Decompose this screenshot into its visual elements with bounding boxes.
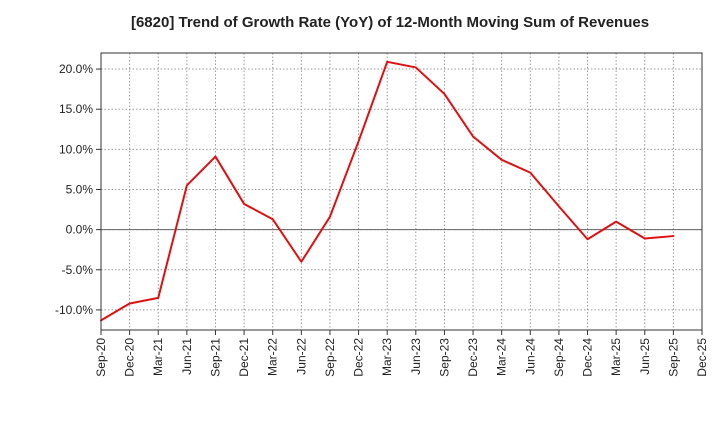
x-tick-label: Dec-22 (352, 338, 366, 377)
y-tick-label: -5.0% (62, 263, 94, 277)
x-tick-label: Jun-22 (294, 338, 308, 375)
x-tick-label: Sep-25 (666, 338, 680, 377)
y-tick-label: -10.0% (55, 303, 93, 317)
chart-title: [6820] Trend of Growth Rate (YoY) of 12-… (130, 14, 650, 31)
x-tick-label: Mar-22 (266, 338, 280, 376)
y-tick-label: 0.0% (66, 223, 94, 237)
x-tick-label: Jun-21 (180, 338, 194, 375)
plot-background (101, 53, 702, 330)
x-tick-label: Jun-24 (523, 338, 537, 375)
x-tick-label: Sep-20 (94, 338, 108, 377)
x-axis: Sep-20 Dec-20 Mar-21 Jun-21 Sep-21 Dec-21 Mar-… (94, 330, 709, 377)
x-tick-label: Jun-23 (409, 338, 423, 375)
series-layer (100, 60, 675, 322)
y-tick-label: 10.0% (59, 142, 93, 156)
y-tick-label: 15.0% (59, 102, 93, 116)
x-tick-label: Sep-22 (323, 338, 337, 377)
x-tick-label: Mar-25 (609, 338, 623, 376)
x-tick-label: Dec-24 (581, 338, 595, 377)
x-tick-label: Mar-21 (151, 338, 165, 376)
y-tick-label: 5.0% (66, 182, 94, 196)
x-tick-label: Sep-23 (437, 338, 451, 377)
series-line (100, 60, 675, 322)
y-axis: 20.0% 15.0% 10.0% 5.0% 0.0% -5.0% -10.0% (55, 62, 101, 317)
x-tick-label: Sep-24 (552, 338, 566, 377)
x-tick-label: Mar-23 (380, 338, 394, 376)
x-tick-label: Dec-20 (123, 338, 137, 377)
x-tick-label: Sep-21 (208, 338, 222, 377)
x-tick-label: Jun-25 (638, 338, 652, 375)
x-tick-label: Dec-23 (466, 338, 480, 377)
y-tick-label: 20.0% (59, 62, 93, 76)
plot-frame (100, 52, 703, 331)
x-tick-label: Dec-21 (237, 338, 251, 377)
x-tick-label: Mar-24 (495, 338, 509, 376)
x-tick-label: Dec-25 (695, 338, 709, 377)
